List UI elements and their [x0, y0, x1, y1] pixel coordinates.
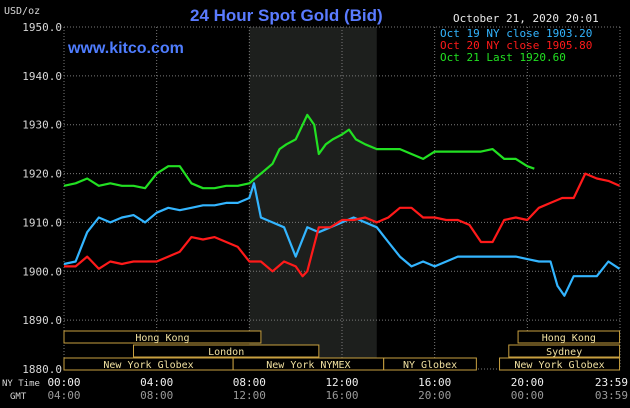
legend-item-oct20: Oct 20 NY close 1905.80 — [440, 39, 592, 52]
legend-item-oct19: Oct 19 NY close 1903.20 — [440, 27, 592, 40]
x-tick-label-ny: 16:00 — [418, 376, 451, 389]
timestamp: October 21, 2020 20:01 — [453, 12, 599, 25]
x-tick-label-gmt: 08:00 — [140, 389, 173, 402]
series-layer — [63, 113, 621, 297]
shaded-region-layer — [249, 27, 377, 369]
shaded-trading-region — [249, 27, 377, 369]
x-tick-label-gmt: 04:00 — [47, 389, 80, 402]
y-unit-label: USD/oz — [4, 6, 40, 17]
site-watermark: www.kitco.com — [67, 40, 184, 57]
y-tick-label: 1900.0 — [22, 265, 62, 278]
x-tick-label-gmt: 12:00 — [233, 389, 266, 402]
x-tick-label-gmt: 03:59 — [595, 389, 628, 402]
x-axis-name-gmt: GMT — [10, 392, 27, 402]
series-line-oct21 — [63, 113, 535, 190]
x-tick-label-ny: 08:00 — [233, 376, 266, 389]
x-tick-label-ny: 04:00 — [140, 376, 173, 389]
session-label: NY Globex — [403, 360, 457, 371]
session-box — [499, 357, 621, 371]
y-tick-label: 1890.0 — [22, 314, 62, 327]
x-tick-label-ny: 12:00 — [325, 376, 358, 389]
legend-item-oct21: Oct 21 Last 1920.60 — [440, 51, 566, 64]
session-box — [63, 330, 262, 344]
session-label: New York NYMEX — [266, 360, 350, 371]
legend: Oct 19 NY close 1903.20 Oct 20 NY close … — [440, 27, 592, 64]
session-box — [133, 344, 320, 358]
y-tick-label: 1950.0 — [22, 21, 62, 34]
x-axis-name-ny: NY Time — [2, 379, 40, 389]
x-tick-label-gmt: 20:00 — [418, 389, 451, 402]
x-tick-label-ny: 20:00 — [511, 376, 544, 389]
session-box — [508, 344, 621, 358]
series-line-oct20 — [64, 172, 620, 278]
session-label: Hong Kong — [542, 333, 596, 344]
session-label: London — [208, 347, 244, 358]
session-box — [383, 357, 477, 371]
axis-labels-layer: 1950.0 1940.0 1930.0 1920.0 1910.0 1900.0 1890… — [22, 21, 628, 402]
x-tick-label-gmt: 00:00 — [511, 389, 544, 402]
x-tick-label-ny: 00:00 — [47, 376, 80, 389]
session-label: New York Globex — [103, 360, 193, 371]
y-tick-label: 1910.0 — [22, 216, 62, 229]
series-line-oct19 — [63, 182, 621, 297]
chart-title: 24 Hour Spot Gold (Bid) — [190, 6, 383, 25]
y-tick-label: 1930.0 — [22, 119, 62, 132]
x-tick-label-ny: 23:59 — [595, 376, 628, 389]
y-tick-label: 1920.0 — [22, 168, 62, 181]
session-label: New York Globex — [514, 360, 604, 371]
y-tick-label: 1880.0 — [22, 363, 62, 376]
session-label: Hong Kong — [135, 333, 189, 344]
session-box — [517, 330, 621, 344]
y-tick-label: 1940.0 — [22, 70, 62, 83]
x-tick-label-gmt: 16:00 — [325, 389, 358, 402]
session-bars-layer: Hong Kong Hong Kong London Sydney New York G… — [63, 330, 621, 371]
session-label: Sydney — [546, 347, 582, 358]
